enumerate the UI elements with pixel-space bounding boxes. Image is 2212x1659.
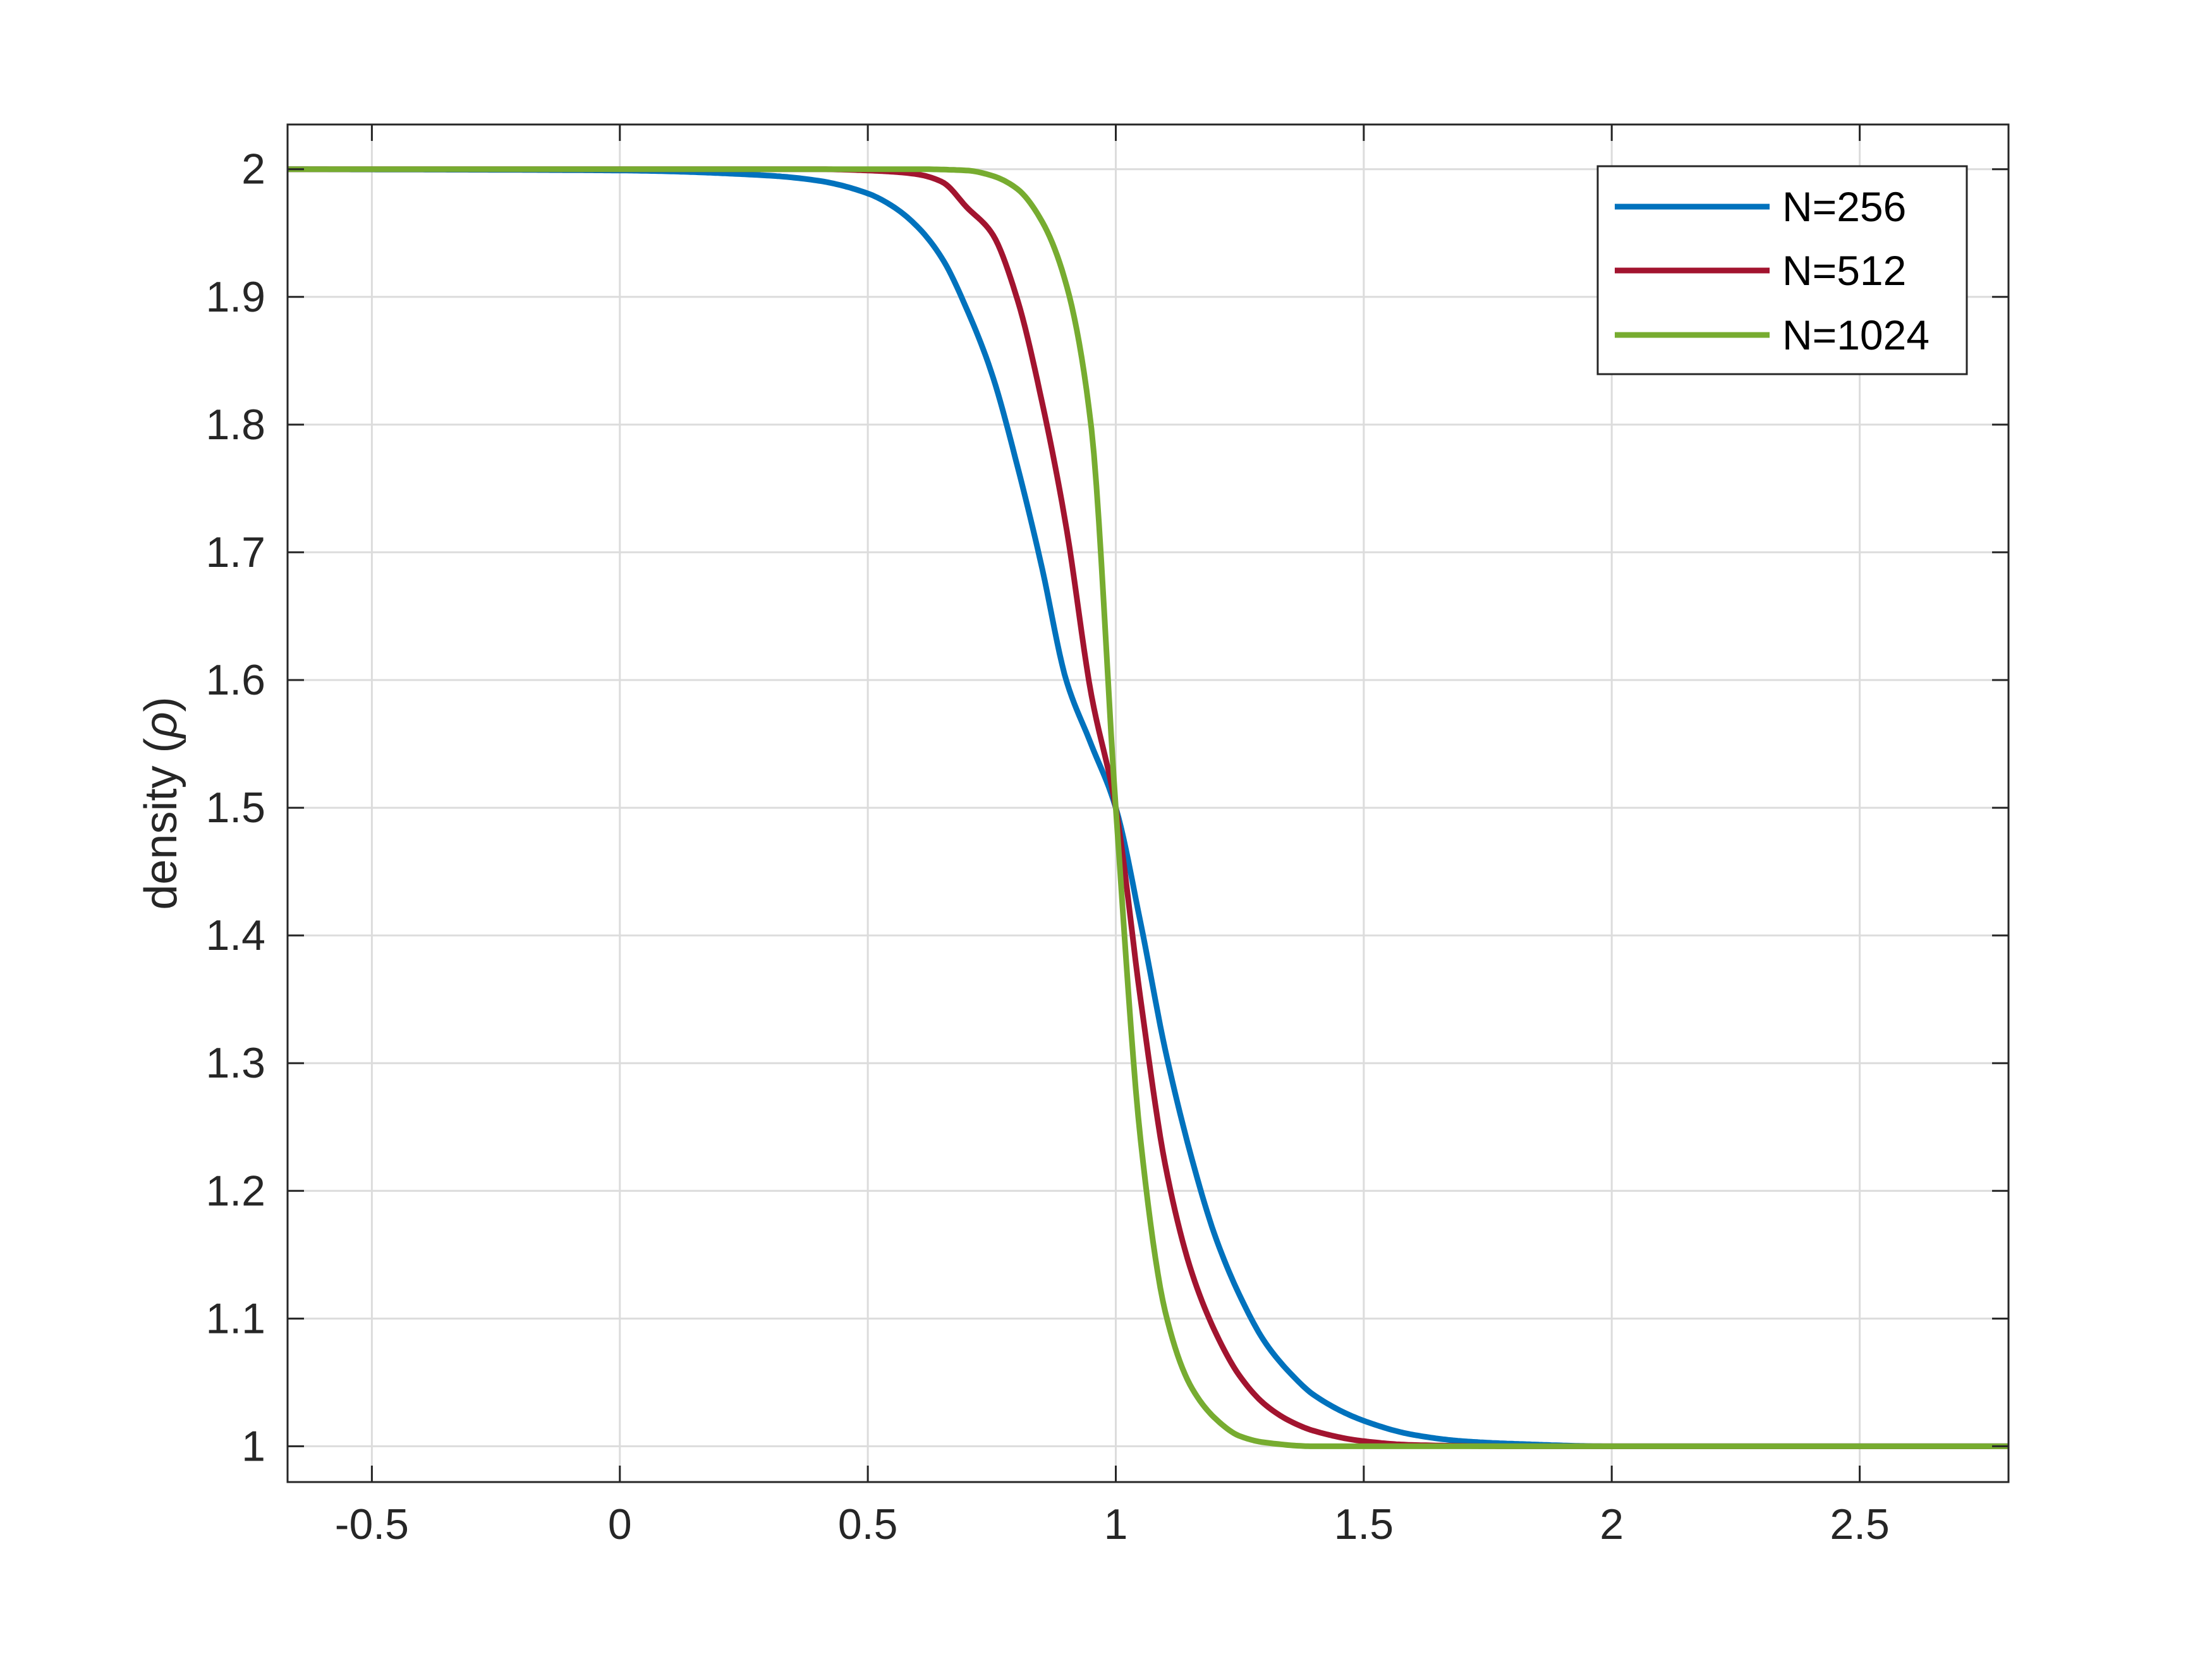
y-tick-label: 1.5 [205, 784, 265, 832]
y-tick-label: 1.1 [205, 1294, 265, 1342]
y-tick-label: 1.4 [205, 911, 265, 959]
y-tick-label: 1.9 [205, 273, 265, 321]
x-tick-label: 2 [1600, 1500, 1624, 1548]
x-tick-label: 1 [1104, 1500, 1128, 1548]
y-tick-label: 1.2 [205, 1167, 265, 1215]
x-tick-label: 0 [608, 1500, 632, 1548]
legend-label-n256: N=256 [1782, 183, 1906, 230]
y-tick-label: 1.7 [205, 528, 265, 576]
data-series [287, 166, 2009, 1449]
legend-label-n512: N=512 [1782, 247, 1906, 294]
x-tick-label: 2.5 [1830, 1500, 1890, 1548]
y-tick-labels: 1 1.1 1.2 1.3 1.4 1.5 1.6 1.7 1.8 1.9 2 [205, 145, 265, 1471]
x-tick-label: 1.5 [1334, 1500, 1394, 1548]
y-axis-label-symbol: ρ [136, 712, 186, 739]
legend: N=256 N=512 N=1024 [1596, 165, 1968, 375]
series-line-n1024 [287, 166, 2009, 1449]
y-axis-label: density (ρ) [136, 696, 186, 909]
y-tick-label: 1.8 [205, 401, 265, 449]
x-tick-label: -0.5 [335, 1500, 409, 1548]
y-tick-label: 2 [241, 145, 265, 193]
legend-label-n1024: N=1024 [1782, 312, 1929, 358]
y-tick-label: 1.3 [205, 1039, 265, 1087]
plot-frame [286, 123, 2010, 1483]
y-axis-label-text: density ( [136, 738, 186, 910]
y-tick-label: 1.6 [205, 656, 265, 704]
x-tick-labels: -0.5 0 0.5 1 1.5 2 2.5 [335, 1500, 1890, 1548]
y-tick-label: 1 [241, 1422, 265, 1470]
y-axis-label-close: ) [136, 696, 186, 712]
axis-ticks [288, 125, 2008, 1482]
x-tick-label: 0.5 [838, 1500, 898, 1548]
